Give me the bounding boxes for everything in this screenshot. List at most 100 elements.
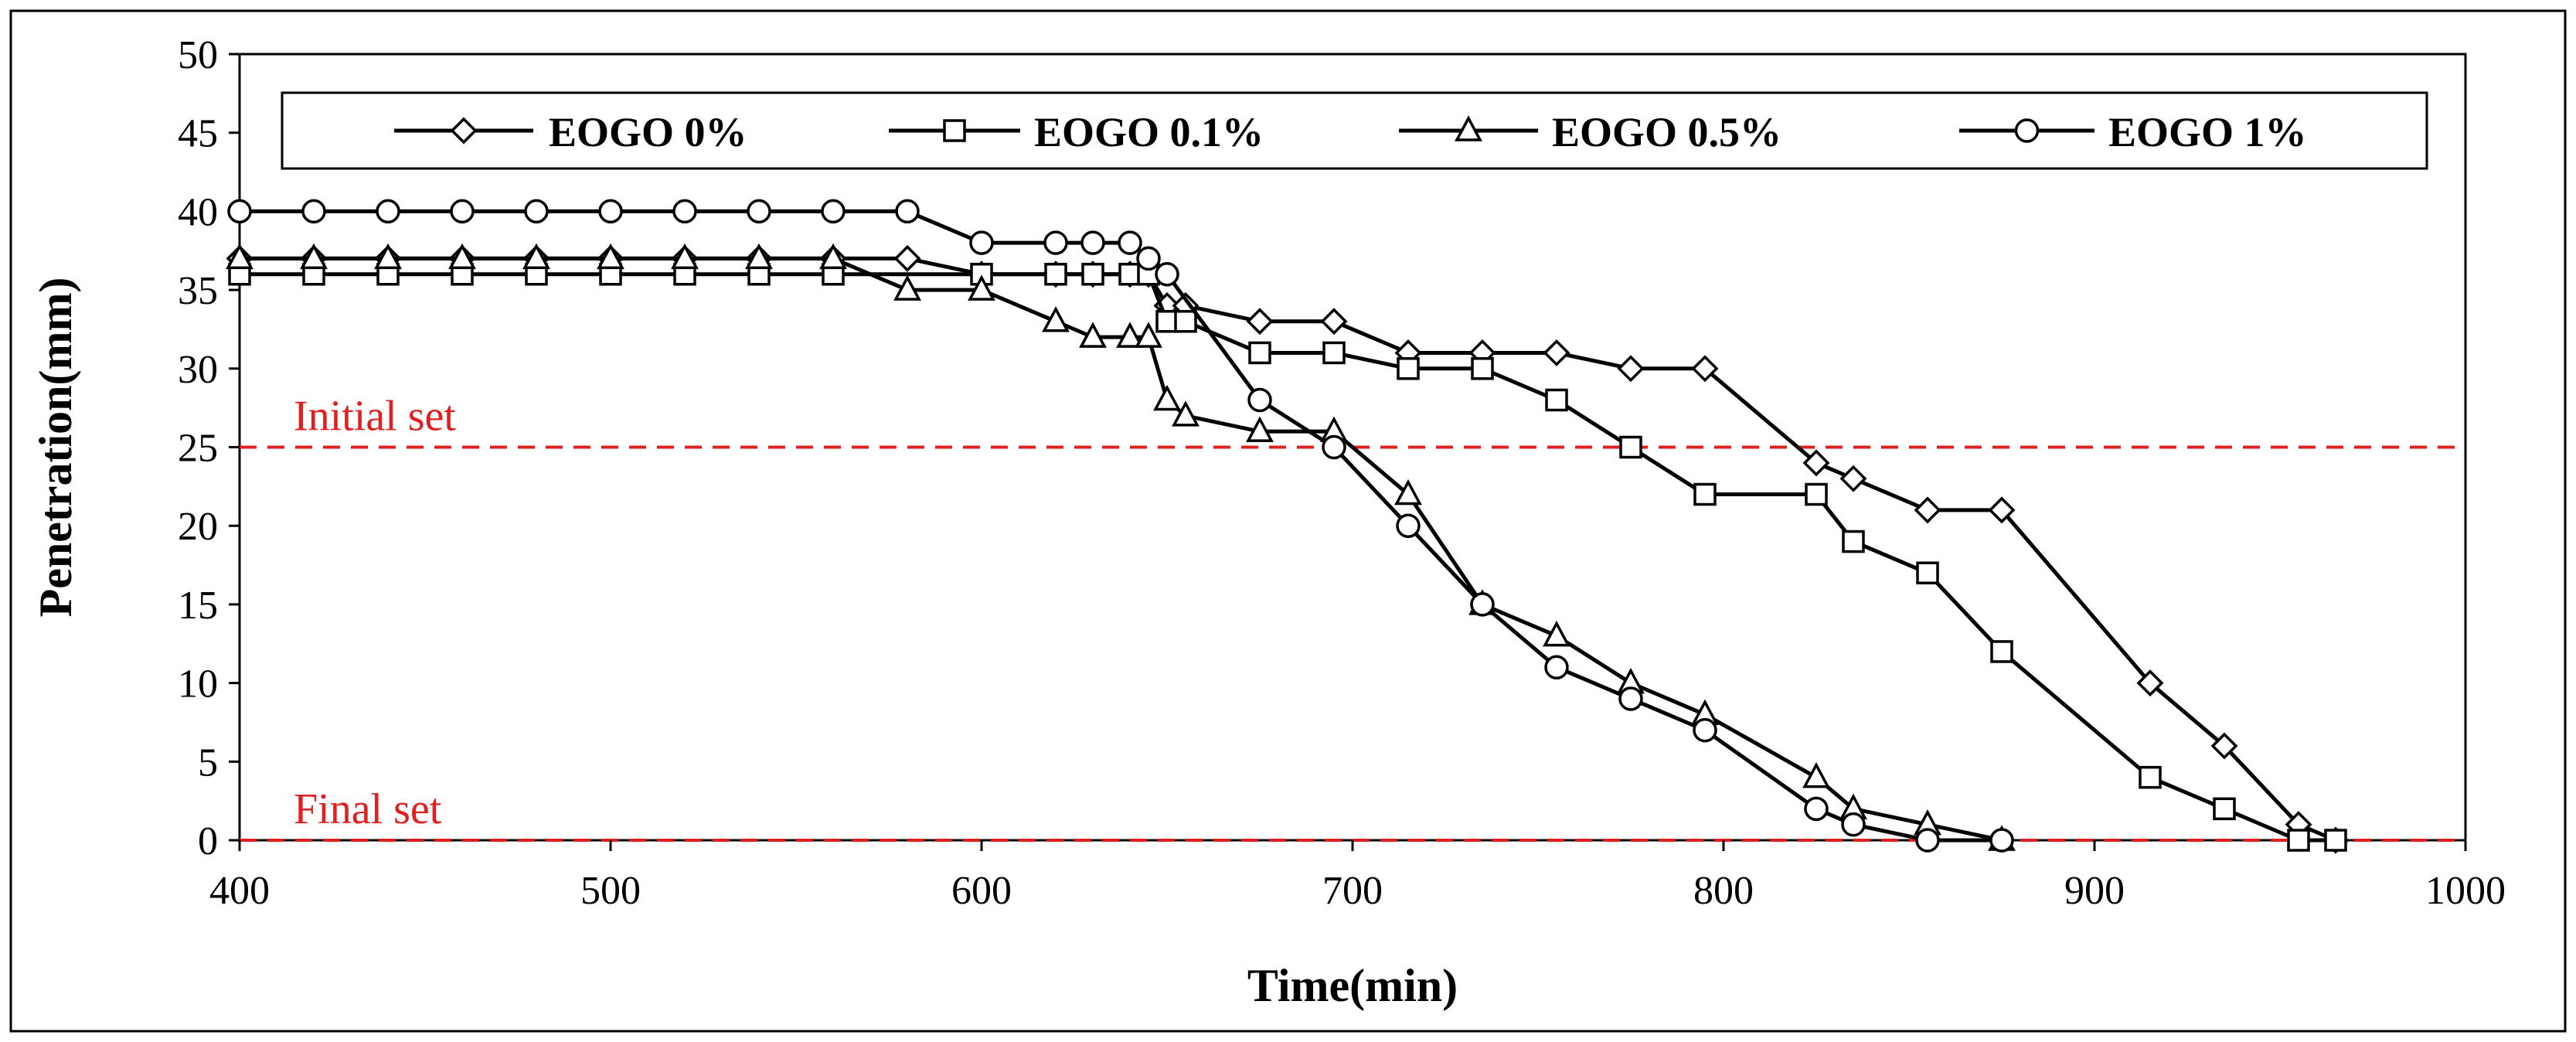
data-point-square — [1916, 561, 1939, 584]
y-tick-label: 10 — [178, 662, 218, 707]
data-point-square — [1081, 263, 1104, 286]
y-tick-label: 0 — [198, 819, 218, 863]
data-point-circle — [1693, 717, 1717, 743]
data-point-triangle — [819, 243, 847, 270]
series-line — [240, 256, 2003, 843]
data-point-square — [2324, 829, 2347, 852]
data-point-circle — [1544, 655, 1569, 680]
data-point-triangle — [893, 274, 921, 301]
data-point-circle — [969, 230, 994, 255]
data-point-square — [1471, 357, 1494, 380]
legend-entry: EOGO 0.1% — [889, 109, 1264, 155]
data-point-diamond — [1914, 496, 1941, 524]
data-point-square — [1044, 263, 1067, 286]
data-point-diamond — [2210, 732, 2238, 760]
data-point-diamond — [1320, 308, 1348, 335]
data-point-triangle — [1246, 416, 1274, 442]
data-point-triangle — [968, 274, 995, 301]
data-point-triangle — [745, 243, 773, 270]
y-tick-label: 35 — [178, 269, 218, 313]
data-point-diamond — [1543, 339, 1570, 366]
x-axis-label: Time(min) — [1247, 960, 1458, 1011]
y-tick-label: 30 — [178, 348, 218, 392]
data-point-circle — [1470, 592, 1495, 617]
data-point-circle — [1043, 230, 1068, 255]
data-point-triangle — [671, 243, 699, 270]
data-point-diamond — [1691, 355, 1719, 383]
reference-line-label: Initial set — [294, 393, 456, 441]
data-point-diamond — [2136, 669, 2164, 697]
series-triangle — [226, 243, 2016, 851]
data-point-circle — [450, 199, 475, 224]
data-point-triangle — [1802, 761, 1830, 788]
y-tick-label: 50 — [178, 33, 218, 77]
data-point-circle — [672, 199, 697, 224]
data-point-triangle — [1543, 620, 1570, 647]
legend: EOGO 0% EOGO 0.1% EOGO 0.5% EOGO 1% — [281, 91, 2428, 170]
y-axis-label: Penetration(mm) — [30, 278, 81, 618]
data-point-circle — [301, 199, 326, 224]
data-point-triangle — [226, 243, 254, 270]
x-tick-label: 400 — [209, 869, 270, 913]
data-point-circle — [1136, 246, 1161, 271]
y-tick-label: 5 — [198, 741, 218, 785]
data-point-diamond — [1617, 355, 1645, 383]
data-point-triangle — [1153, 384, 1181, 411]
data-point-square — [943, 119, 966, 142]
legend-label: EOGO 0.1% — [1034, 109, 1264, 155]
data-point-square — [1693, 482, 1717, 506]
data-point-circle — [598, 199, 623, 224]
series-circle — [227, 199, 2014, 853]
legend-entry: EOGO 1% — [1959, 109, 2307, 155]
data-point-circle — [747, 199, 771, 224]
data-point-triangle — [300, 243, 328, 270]
data-point-diamond — [1802, 449, 1830, 477]
reference-line-label: Final set — [294, 785, 442, 833]
data-point-circle — [1804, 796, 1829, 822]
legend-entry: EOGO 0.5% — [1399, 109, 1781, 155]
data-point-triangle — [1172, 400, 1200, 427]
data-point-square — [1805, 482, 1828, 506]
data-point-circle — [895, 199, 920, 224]
data-point-diamond — [1246, 308, 1274, 335]
data-point-diamond — [893, 244, 921, 272]
data-point-square — [2287, 829, 2310, 852]
data-point-triangle — [1079, 322, 1107, 348]
x-tick-label: 1000 — [2425, 869, 2506, 913]
data-point-triangle — [448, 243, 476, 270]
data-point-square — [1990, 640, 2013, 663]
data-point-square — [2139, 765, 2162, 789]
data-point-triangle — [597, 243, 624, 270]
series-group — [226, 199, 2350, 854]
data-point-circle — [376, 199, 400, 224]
data-point-circle — [821, 199, 846, 224]
x-axis-ticks: 400 500 600 700 800 900 1000 — [209, 840, 2506, 913]
x-tick-label: 900 — [2064, 869, 2125, 913]
legend-label: EOGO 1% — [2108, 109, 2307, 155]
data-point-circle — [1155, 262, 1179, 287]
data-point-circle — [227, 199, 252, 224]
data-point-square — [2213, 797, 2236, 821]
legend-entry: EOGO 0% — [394, 109, 747, 155]
data-point-triangle — [1455, 115, 1482, 141]
data-point-square — [1397, 357, 1420, 380]
data-point-circle — [524, 199, 549, 224]
data-point-circle — [1989, 828, 2014, 853]
y-tick-label: 25 — [178, 427, 218, 471]
data-point-circle — [1247, 387, 1272, 413]
data-point-square — [1174, 310, 1197, 333]
data-point-circle — [1841, 812, 1866, 837]
data-point-circle — [1118, 230, 1142, 255]
data-point-diamond — [1988, 496, 2016, 524]
data-point-square — [1545, 388, 1568, 412]
y-axis-ticks: 0 5 10 15 20 25 30 35 40 45 50 — [178, 33, 240, 863]
data-point-circle — [2014, 118, 2040, 143]
chart-outer-border — [9, 9, 2567, 1033]
y-tick-label: 20 — [178, 505, 218, 549]
data-point-triangle — [374, 243, 402, 270]
data-point-square — [1155, 310, 1179, 333]
data-point-circle — [1618, 686, 1643, 711]
data-point-triangle — [522, 243, 550, 270]
